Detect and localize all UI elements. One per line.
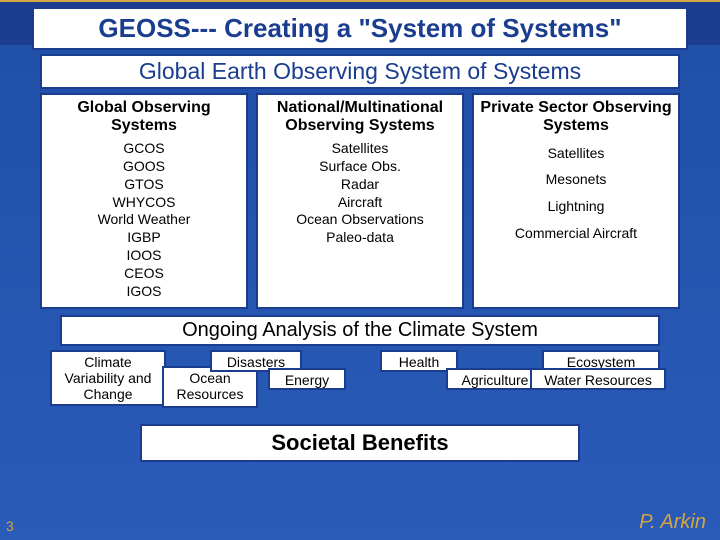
slide: GEOSS--- Creating a "System of Systems" … xyxy=(0,0,720,540)
page-number: 3 xyxy=(6,518,14,534)
column-global: Global Observing Systems GCOSGOOSGTOSWHY… xyxy=(40,93,248,309)
column-items: SatellitesSurface Obs.RadarAircraftOcean… xyxy=(264,140,456,247)
societal-benefits-box: Societal Benefits xyxy=(140,424,580,462)
benefit-climate: Climate Variability and Change xyxy=(50,350,166,406)
columns-row: Global Observing Systems GCOSGOOSGTOSWHY… xyxy=(40,93,680,309)
column-items: SatellitesMesonetsLightningCommercial Ai… xyxy=(480,140,672,246)
column-heading: National/Multinational Observing Systems xyxy=(264,99,456,136)
benefits-grid: Climate Variability and Change Ocean Res… xyxy=(50,350,670,414)
benefit-energy: Energy xyxy=(268,368,346,390)
column-items: GCOSGOOSGTOSWHYCOSWorld WeatherIGBPIOOSC… xyxy=(48,140,240,301)
author-credit: P. Arkin xyxy=(639,511,706,534)
column-heading: Global Observing Systems xyxy=(48,99,240,136)
benefit-ocean: Ocean Resources xyxy=(162,366,258,408)
slide-title: GEOSS--- Creating a "System of Systems" xyxy=(32,7,688,50)
benefit-water: Water Resources xyxy=(530,368,666,390)
analysis-box: Ongoing Analysis of the Climate System xyxy=(60,315,660,346)
slide-subtitle: Global Earth Observing System of Systems xyxy=(40,54,680,89)
column-heading: Private Sector Observing Systems xyxy=(480,99,672,136)
column-national: National/Multinational Observing Systems… xyxy=(256,93,464,309)
column-private: Private Sector Observing Systems Satelli… xyxy=(472,93,680,309)
